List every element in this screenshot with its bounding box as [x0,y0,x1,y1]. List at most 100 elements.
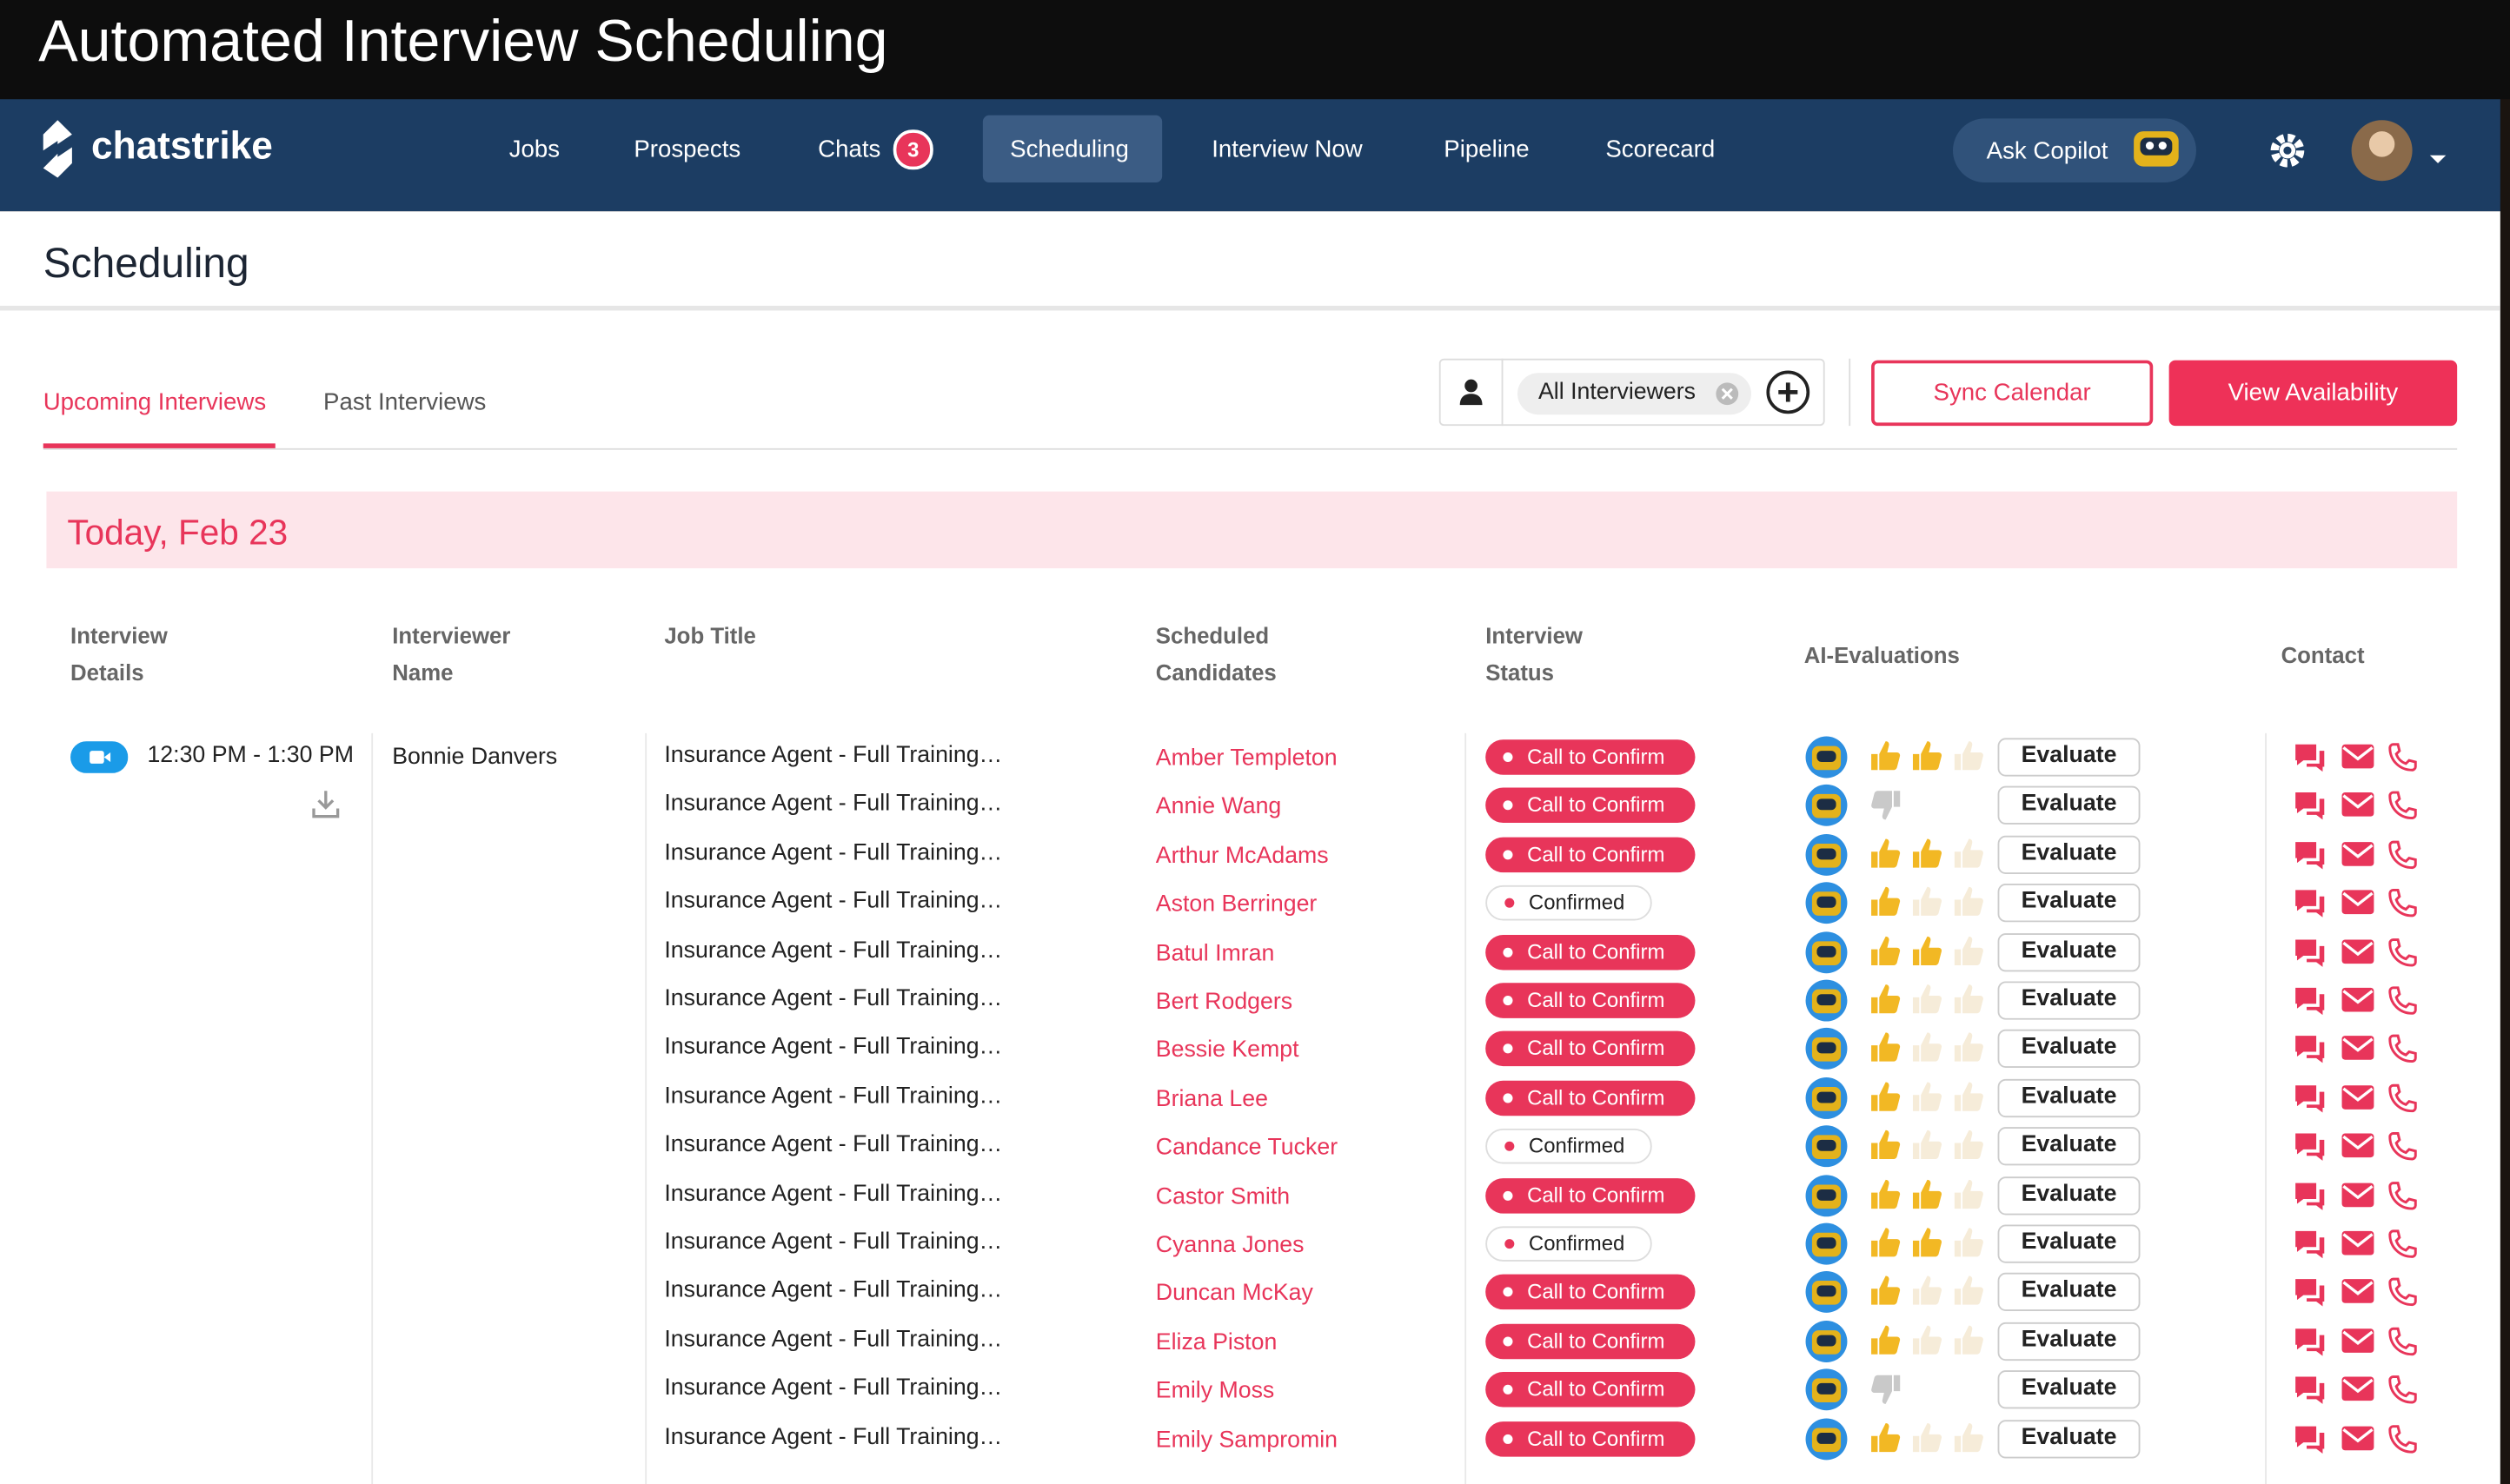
nav-item[interactable]: Chats [818,136,881,163]
candidate-name[interactable]: Bessie Kempt [1155,1037,1299,1064]
evaluate-button[interactable]: Evaluate [1997,1273,2141,1312]
phone-icon[interactable] [2388,743,2417,772]
evaluate-button[interactable]: Evaluate [1997,1419,2141,1458]
status-pill[interactable]: Call to Confirm [1485,1421,1696,1456]
chat-icon[interactable] [2295,744,2325,772]
mail-icon[interactable] [2341,1036,2374,1061]
contact-svg[interactable] [2292,788,2427,824]
mail-icon[interactable] [2341,987,2374,1012]
status-pill[interactable]: Confirmed [1485,1226,1652,1262]
evaluate-button[interactable]: Evaluate [1997,786,2141,825]
chat-icon[interactable] [2295,938,2325,967]
chat-icon[interactable] [2295,1230,2325,1259]
mail-icon[interactable] [2341,1328,2374,1353]
mail-icon[interactable] [2341,1376,2374,1401]
evaluate-button[interactable]: Evaluate [1997,981,2141,1020]
evaluate-button[interactable]: Evaluate [1997,1322,2141,1361]
candidate-name[interactable]: Cyanna Jones [1155,1232,1305,1259]
evaluate-button[interactable]: Evaluate [1997,1176,2141,1215]
sync-button[interactable]: Sync Calendar [1871,360,2154,427]
candidate-name[interactable]: Candance Tucker [1155,1135,1338,1162]
phone-icon[interactable] [2388,1035,2417,1063]
nav-item[interactable]: Pipeline [1444,136,1530,163]
candidate-name[interactable]: Emily Sampromin [1155,1427,1338,1454]
phone-icon[interactable] [2388,1278,2417,1307]
contact-svg[interactable] [2292,983,2427,1018]
status-pill[interactable]: Call to Confirm [1485,788,1696,824]
chat-icon[interactable] [2295,1133,2325,1162]
candidate-name[interactable]: Aston Berringer [1155,891,1318,918]
phone-icon[interactable] [2388,1181,2417,1209]
status-pill[interactable]: Confirmed [1485,1129,1652,1164]
availability-button[interactable]: View Availability [2168,360,2458,427]
phone-icon[interactable] [2388,986,2417,1015]
chat-icon[interactable] [2295,1328,2325,1356]
phone-icon[interactable] [2388,840,2417,869]
mail-icon[interactable] [2341,744,2374,769]
contact-svg[interactable] [2292,1080,2427,1116]
chat-icon[interactable] [2295,792,2325,821]
contact-svg[interactable] [2292,1031,2427,1067]
evaluate-button[interactable]: Evaluate [1997,1030,2141,1069]
chat-icon[interactable] [2295,1036,2325,1064]
contact-svg[interactable] [2292,1275,2427,1310]
mail-icon[interactable] [2341,890,2374,915]
status-pill[interactable]: Call to Confirm [1485,1031,1696,1067]
phone-icon[interactable] [2388,1424,2417,1453]
status-pill[interactable]: Call to Confirm [1485,1080,1696,1116]
candidate-name[interactable]: Eliza Piston [1155,1329,1278,1356]
evaluate-button[interactable]: Evaluate [1997,738,2141,777]
candidate-name[interactable]: Annie Wang [1155,794,1282,821]
contact-svg[interactable] [2292,739,2427,775]
mail-icon[interactable] [2341,1182,2374,1207]
status-pill[interactable]: Call to Confirm [1485,1275,1696,1310]
candidate-name[interactable]: Emily Moss [1155,1378,1275,1405]
contact-svg[interactable] [2292,934,2427,970]
settings-icon[interactable] [2268,131,2307,169]
mail-icon[interactable] [2341,1230,2374,1255]
chat-icon[interactable] [2295,1182,2325,1210]
phone-icon[interactable] [2388,1083,2417,1112]
chat-icon[interactable] [2295,1425,2325,1454]
evaluate-button[interactable]: Evaluate [1997,1127,2141,1166]
chat-icon[interactable] [2295,1279,2325,1308]
status-pill[interactable]: Call to Confirm [1485,837,1696,872]
chat-icon[interactable] [2295,987,2325,1016]
nav-item[interactable]: Jobs [508,136,561,163]
status-pill[interactable]: Call to Confirm [1485,1372,1696,1408]
nav-item[interactable]: Prospects [634,136,741,163]
download-icon[interactable] [310,789,341,819]
evaluate-button[interactable]: Evaluate [1997,884,2141,923]
chip-remove[interactable] [1715,381,1740,407]
status-pill[interactable]: Call to Confirm [1485,1177,1696,1213]
phone-icon[interactable] [2388,1132,2417,1161]
tab-active[interactable]: Upcoming Interviews [43,388,267,417]
mail-icon[interactable] [2341,938,2374,964]
contact-svg[interactable] [2292,1421,2427,1456]
evaluate-button[interactable]: Evaluate [1997,932,2141,971]
phone-icon[interactable] [2388,792,2417,820]
contact-svg[interactable] [2292,1226,2427,1262]
candidate-name[interactable]: Batul Imran [1155,940,1275,967]
tab[interactable]: Past Interviews [323,388,487,417]
video-badge[interactable] [70,741,129,773]
phone-icon[interactable] [2388,889,2417,918]
candidate-name[interactable]: Bert Rodgers [1155,989,1293,1016]
mail-icon[interactable] [2341,1279,2374,1304]
mail-icon[interactable] [2341,1425,2374,1450]
candidate-name[interactable]: Duncan McKay [1155,1281,1313,1308]
nav-item[interactable]: Scorecard [1605,136,1716,163]
nav-item[interactable]: Scheduling [1010,136,1129,163]
contact-svg[interactable] [2292,1323,2427,1359]
candidate-name[interactable]: Briana Lee [1155,1086,1268,1113]
contact-svg[interactable] [2292,1129,2427,1164]
status-pill[interactable]: Call to Confirm [1485,934,1696,970]
chat-icon[interactable] [2295,1084,2325,1113]
status-pill[interactable]: Call to Confirm [1485,983,1696,1018]
avatar[interactable] [2350,117,2453,184]
contact-svg[interactable] [2292,1177,2427,1213]
status-pill[interactable]: Confirmed [1485,885,1652,921]
phone-icon[interactable] [2388,1375,2417,1404]
status-pill[interactable]: Call to Confirm [1485,739,1696,775]
mail-icon[interactable] [2341,792,2374,818]
